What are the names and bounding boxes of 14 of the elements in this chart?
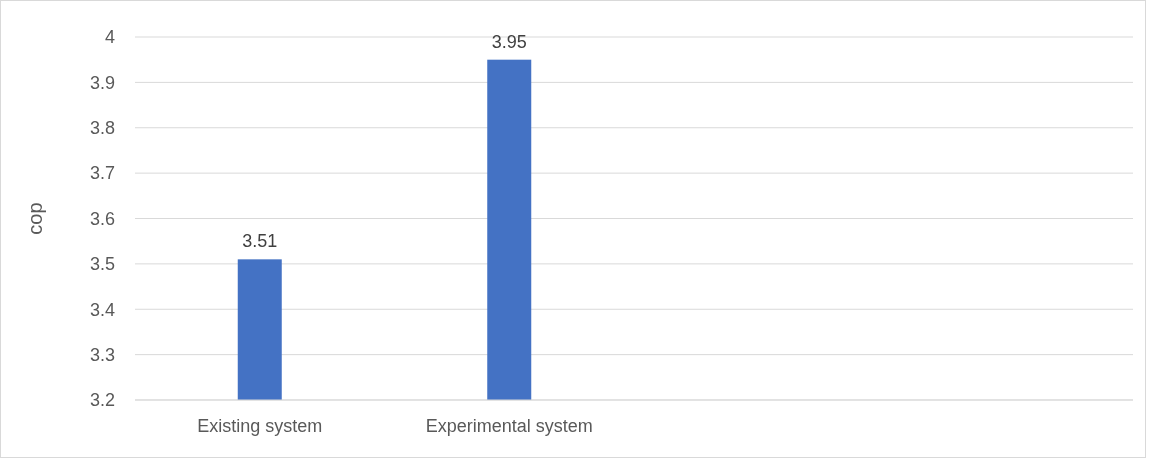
y-axis-title: cop [24, 202, 46, 235]
y-tick-label: 4 [104, 27, 115, 48]
data-label: 3.51 [242, 231, 278, 252]
x-tick-label: Existing system [197, 416, 323, 436]
y-tick-label: 3.8 [89, 118, 115, 139]
y-tick-label: 3.4 [89, 299, 115, 320]
y-tick-label: 3.7 [89, 163, 115, 184]
y-tick-label: 3.5 [89, 254, 115, 275]
x-tick-label: Experimental system [425, 416, 593, 436]
y-tick-label: 3.9 [89, 72, 115, 93]
y-tick-label: 3.3 [89, 344, 115, 365]
y-tick-label: 3.2 [89, 390, 115, 411]
y-tick-label: 3.6 [89, 208, 115, 229]
data-label: 3.95 [491, 31, 527, 52]
